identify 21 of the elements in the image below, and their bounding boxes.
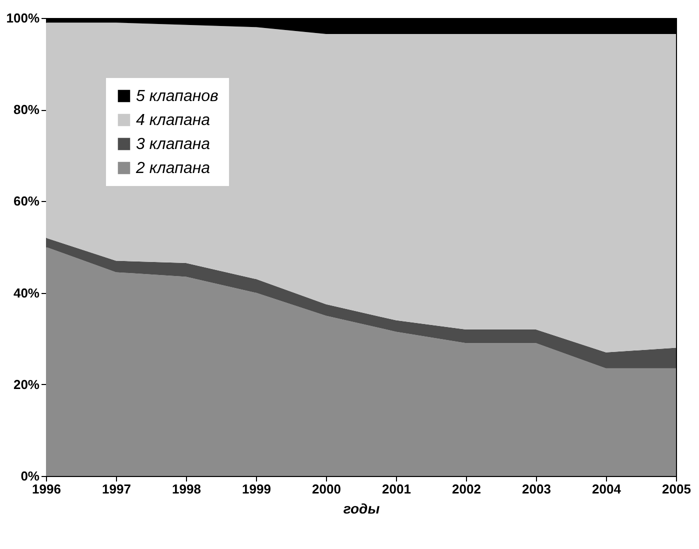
- x-tick-label: 2005: [662, 482, 691, 496]
- x-tick-label: 2000: [312, 482, 341, 496]
- legend-label: 5 клапанов: [136, 88, 218, 105]
- x-tick-label: 2003: [522, 482, 551, 496]
- y-tick-label: 20%: [13, 376, 40, 392]
- x-tick-label: 1997: [102, 482, 131, 496]
- y-tick-label: 60%: [13, 194, 40, 209]
- y-tick-label: 40%: [13, 285, 40, 300]
- y-tick-label: 0%: [20, 468, 40, 484]
- y-tick-label: 100%: [6, 10, 40, 26]
- legend-label: 2 клапана: [135, 160, 210, 177]
- x-tick-label: 2002: [452, 482, 481, 496]
- y-tick-label: 80%: [13, 102, 40, 118]
- legend-label: 3 клапана: [136, 136, 210, 153]
- x-tick-label: 2004: [592, 482, 622, 496]
- legend-label: 4 клапана: [136, 112, 210, 129]
- x-tick-label: 1996: [32, 482, 61, 496]
- x-tick-label: 2001: [382, 482, 411, 496]
- x-tick-label: 1998: [172, 482, 201, 496]
- x-tick-label: 1999: [242, 482, 271, 496]
- x-axis-title: годы: [343, 500, 380, 516]
